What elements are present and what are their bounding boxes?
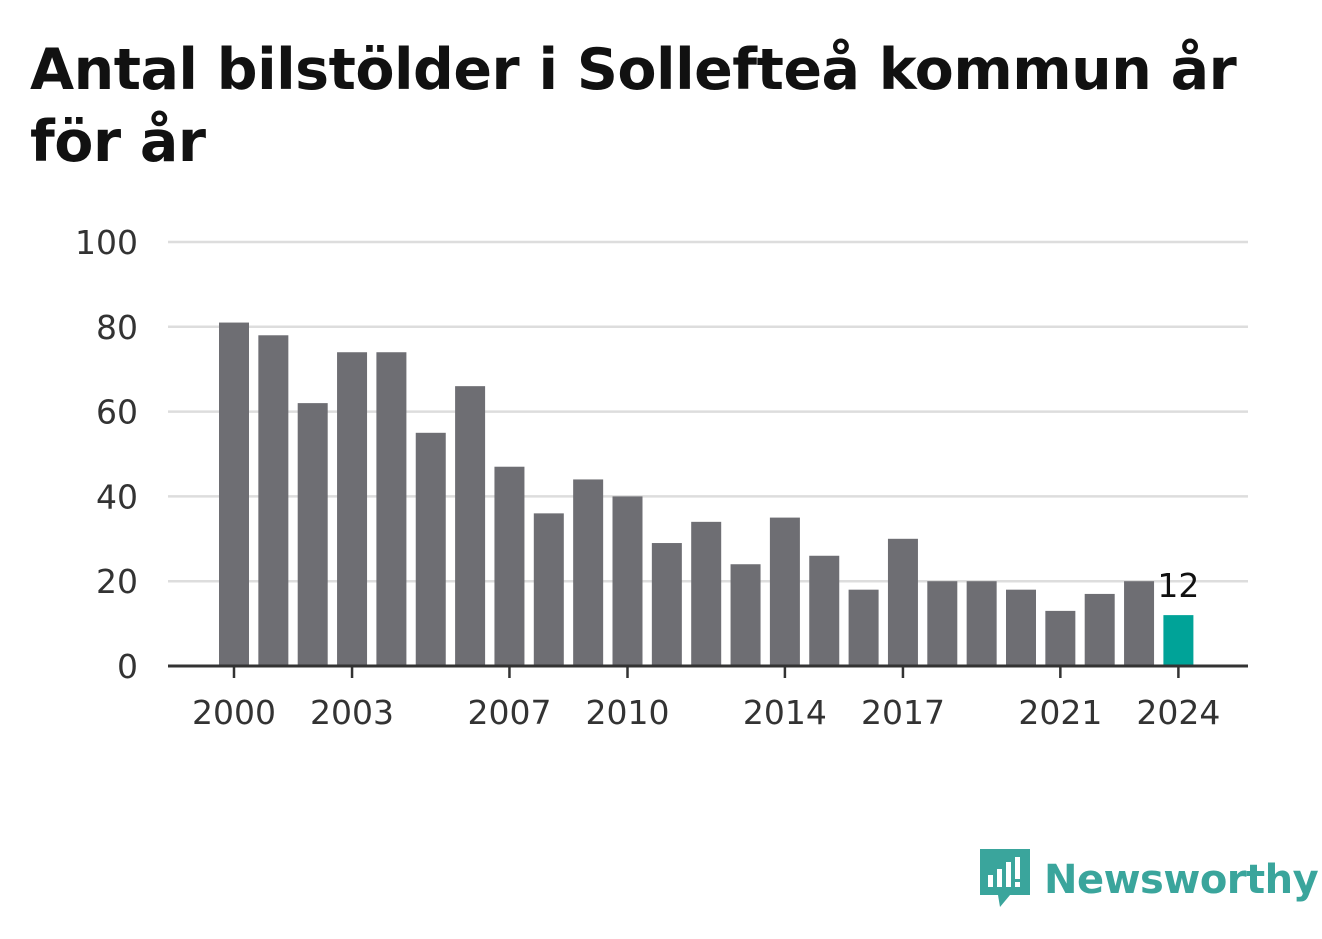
x-tick-label: 2021 [1018, 693, 1102, 732]
chart-title: Antal bilstölder i Sollefteå kommun år f… [30, 37, 1237, 175]
x-tick-label: 2000 [192, 693, 276, 732]
bar [258, 335, 289, 666]
bar [494, 466, 525, 666]
x-tick-label: 2017 [861, 693, 945, 732]
bar [573, 479, 604, 666]
bar [297, 403, 328, 666]
y-tick-label: 80 [96, 308, 138, 347]
bar [219, 322, 249, 666]
bar-highlight [1163, 615, 1194, 666]
bar [848, 589, 879, 666]
y-tick-label: 0 [117, 647, 138, 686]
x-tick-label: 2010 [586, 693, 670, 732]
bar [415, 432, 446, 666]
bar [337, 352, 368, 666]
bar [612, 496, 643, 666]
x-tick-label: 2024 [1136, 693, 1220, 732]
bars [219, 322, 1194, 666]
bar [455, 386, 486, 666]
data-label-highlight: 12 [1157, 566, 1199, 605]
brand-logo: Newsworthy [980, 848, 1319, 912]
bar [376, 352, 407, 666]
bar [887, 538, 918, 666]
y-tick-label: 60 [96, 393, 138, 432]
bar [966, 581, 997, 666]
axes [168, 664, 1248, 678]
y-tick-label: 40 [96, 477, 138, 516]
y-tick-label: 100 [75, 223, 138, 262]
bar [730, 564, 761, 666]
bar [1006, 589, 1036, 666]
bar [1045, 610, 1076, 666]
bar [1124, 581, 1155, 666]
bar [927, 581, 958, 666]
brand-name: Newsworthy [1044, 857, 1319, 903]
y-tick-label: 20 [96, 562, 138, 601]
bar [769, 517, 800, 666]
bar [1084, 593, 1115, 666]
x-tick-label: 2007 [467, 693, 551, 732]
newsworthy-logo-icon [980, 849, 1030, 907]
bar [809, 555, 840, 666]
bar [691, 521, 722, 666]
bar-chart: 0 20 40 60 80 100 2000 2003 2007 2010 2014 2017 2021… [75, 223, 1248, 732]
labels: 0 20 40 60 80 100 2000 2003 2007 2010 2014 2017 2021… [75, 223, 1220, 732]
bar [651, 543, 682, 666]
x-tick-label: 2014 [743, 693, 827, 732]
bar [533, 513, 564, 666]
x-tick-label: 2003 [310, 693, 394, 732]
